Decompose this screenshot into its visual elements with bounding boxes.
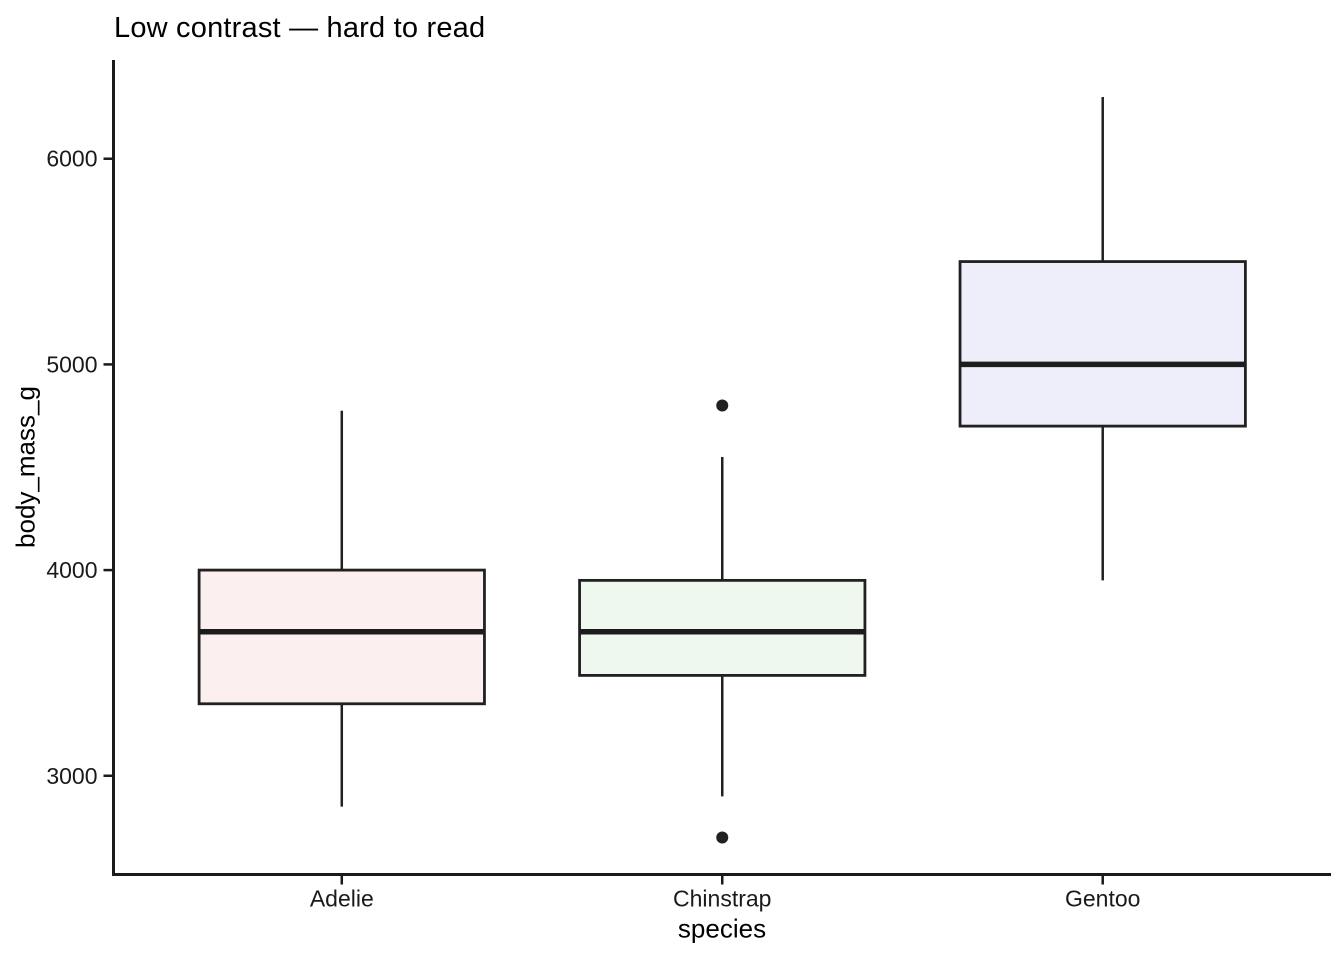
chart-title: Low contrast — hard to read	[114, 12, 486, 44]
x-tick-label: Gentoo	[1065, 886, 1140, 912]
y-tick-label: 5000	[46, 351, 97, 377]
outlier-point	[716, 399, 729, 412]
box-gentoo	[958, 260, 1247, 428]
x-tick-label: Chinstrap	[673, 886, 771, 912]
y-tick-label: 4000	[46, 557, 97, 583]
box-adelie	[197, 568, 486, 706]
y-tick-label: 6000	[46, 146, 97, 172]
x-axis-title: species	[677, 913, 767, 944]
box-chinstrap	[578, 578, 867, 677]
outlier-point	[716, 831, 729, 844]
y-tick-label: 3000	[46, 763, 97, 789]
x-tick-label: Adelie	[310, 886, 374, 912]
